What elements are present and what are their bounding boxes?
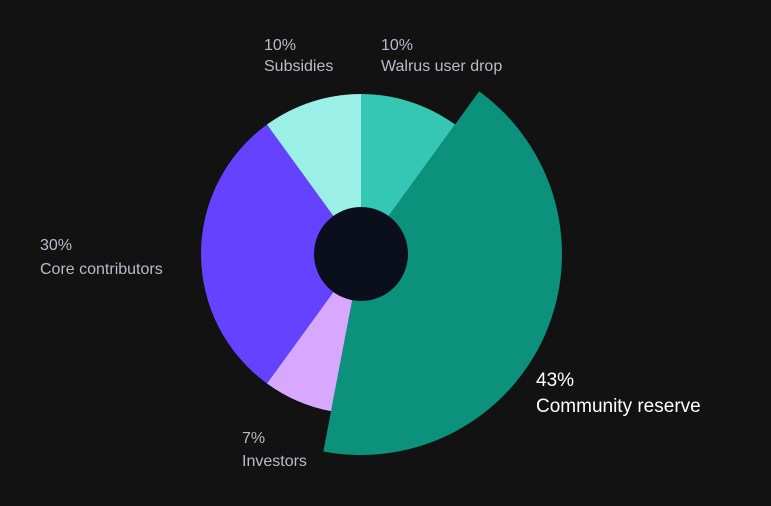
slice-percent-walrus-user-drop: 10%	[381, 37, 413, 54]
slice-label-subsidies: 10% Subsidies	[264, 37, 333, 75]
slice-percent-core-contributors: 30%	[40, 237, 72, 254]
slice-core-contributors	[200, 124, 361, 384]
slice-community-reserve	[323, 91, 562, 455]
donut-center-hole	[314, 207, 408, 301]
slice-name-walrus-user-drop: Walrus user drop	[381, 58, 502, 75]
slice-percent-subsidies: 10%	[264, 37, 296, 54]
slice-percent-community-reserve: 43%	[536, 370, 574, 391]
slice-name-community-reserve: Community reserve	[536, 396, 701, 417]
slice-label-community-reserve: 43% Community reserve	[536, 370, 701, 417]
slice-label-investors: 7% Investors	[242, 430, 307, 470]
slice-name-investors: Investors	[242, 453, 307, 470]
slice-percent-investors: 7%	[242, 430, 265, 447]
slice-name-subsidies: Subsidies	[264, 58, 333, 75]
slice-label-walrus-user-drop: 10% Walrus user drop	[381, 37, 502, 75]
slice-name-core-contributors: Core contributors	[40, 261, 163, 278]
slice-label-core-contributors: 30% Core contributors	[40, 237, 163, 278]
